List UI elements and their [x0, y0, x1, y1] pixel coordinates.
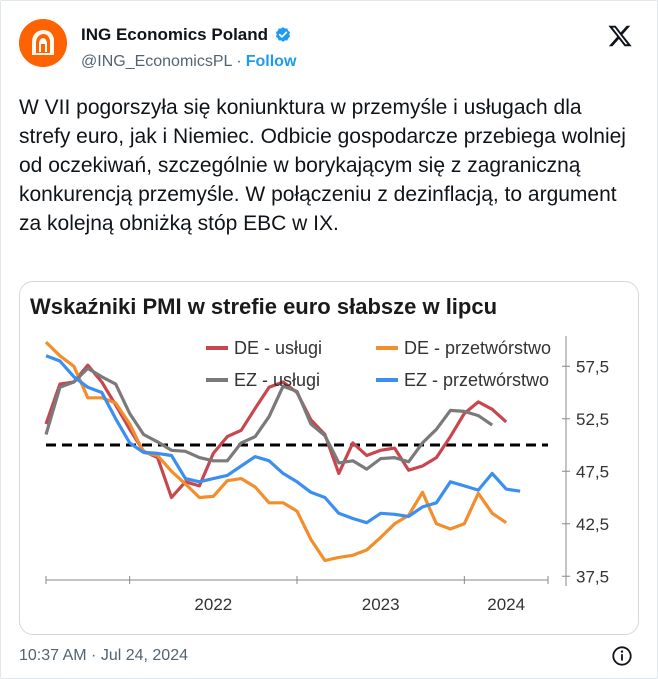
ing-lion-logo-icon [19, 19, 67, 67]
x-logo-icon[interactable] [607, 23, 633, 49]
series-line-3 [45, 354, 521, 525]
legend-label: EZ - przetwórstwo [404, 370, 549, 390]
author-handle[interactable]: @ING_EconomicsPL [81, 53, 233, 70]
y-tick-label: 47,5 [576, 462, 609, 481]
x-tick-label: 2023 [362, 595, 400, 614]
series-line-2 [44, 366, 494, 471]
legend-label: DE - usługi [234, 338, 322, 358]
verified-badge-icon [275, 27, 291, 42]
chart-image[interactable]: Wskaźniki PMI w strefie euro słabsze w l… [19, 281, 639, 635]
author-handle-row: @ING_EconomicsPL · Follow [81, 53, 296, 71]
avatar[interactable] [19, 19, 67, 67]
author-name-row: ING Economics Poland [81, 25, 292, 45]
legend-label: DE - przetwórstwo [404, 338, 551, 358]
x-tick-label: 2022 [194, 595, 232, 614]
series-line-0 [44, 363, 508, 500]
tweet-text: W VII pogorszyła się koniunktura w przem… [19, 96, 626, 235]
y-tick-label: 57,5 [576, 357, 609, 376]
follow-button[interactable]: Follow [245, 53, 297, 70]
pmi-line-chart: 57,5 52,5 47,5 42,5 37,5 2022 2023 2024 DE - us… [44, 336, 609, 614]
info-icon[interactable] [611, 645, 633, 667]
y-tick-label: 37,5 [576, 567, 609, 586]
separator-dot: · [236, 53, 242, 70]
legend-label: EZ - usługi [234, 370, 320, 390]
tweet-timestamp[interactable]: 10:37 AM · Jul 24, 2024 [19, 647, 188, 664]
x-tick-label: 2024 [487, 595, 525, 614]
author-name[interactable]: ING Economics Poland [81, 25, 269, 44]
y-tick-label: 52,5 [576, 410, 609, 429]
chart-title: Wskaźniki PMI w strefie euro słabsze w l… [30, 294, 498, 319]
series-line-1 [44, 340, 508, 563]
y-tick-label: 42,5 [576, 515, 609, 534]
